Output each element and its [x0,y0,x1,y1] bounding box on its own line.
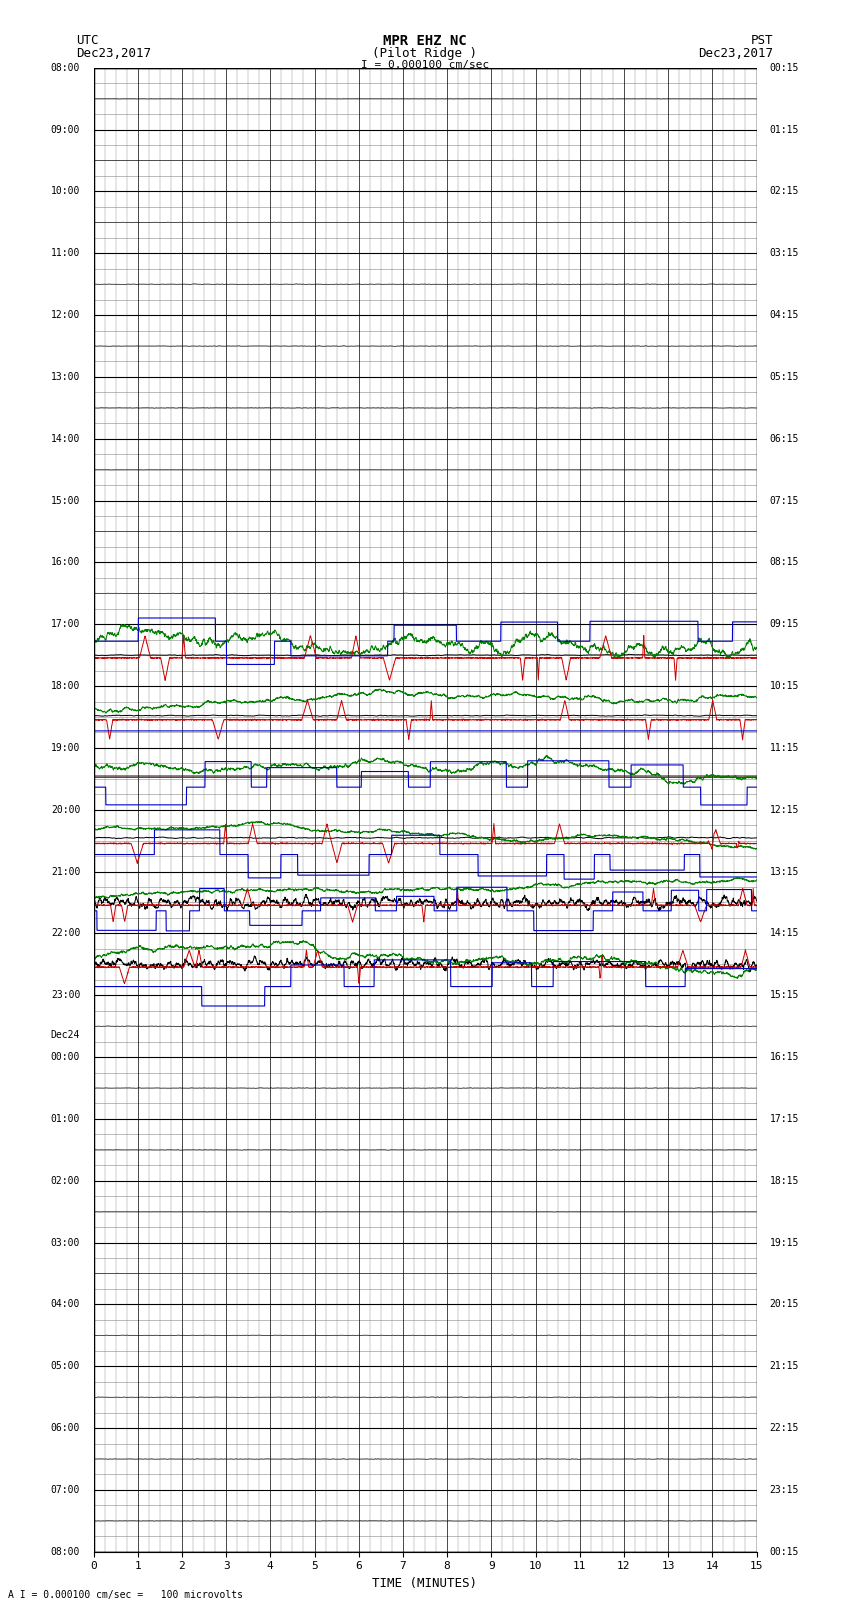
Text: MPR EHZ NC: MPR EHZ NC [383,34,467,48]
Text: 21:15: 21:15 [770,1361,799,1371]
Text: 12:15: 12:15 [770,805,799,815]
Text: 08:00: 08:00 [51,63,80,73]
Text: 22:15: 22:15 [770,1423,799,1432]
Text: 04:00: 04:00 [51,1300,80,1310]
Text: 08:00: 08:00 [51,1547,80,1557]
Text: 10:15: 10:15 [770,681,799,690]
Text: 16:00: 16:00 [51,558,80,568]
Text: A I = 0.000100 cm/sec =   100 microvolts: A I = 0.000100 cm/sec = 100 microvolts [8,1590,243,1600]
Text: 07:00: 07:00 [51,1486,80,1495]
Text: I = 0.000100 cm/sec: I = 0.000100 cm/sec [361,60,489,69]
Text: 15:15: 15:15 [770,990,799,1000]
Text: 21:00: 21:00 [51,866,80,876]
Text: 00:15: 00:15 [770,1547,799,1557]
Text: 13:00: 13:00 [51,373,80,382]
Text: 01:00: 01:00 [51,1115,80,1124]
Text: 15:00: 15:00 [51,495,80,505]
Text: 23:15: 23:15 [770,1486,799,1495]
Text: 16:15: 16:15 [770,1052,799,1061]
Text: 01:15: 01:15 [770,124,799,134]
Text: 08:15: 08:15 [770,558,799,568]
Text: Dec23,2017: Dec23,2017 [699,47,774,60]
Text: 18:15: 18:15 [770,1176,799,1186]
Text: 02:15: 02:15 [770,187,799,197]
Text: 04:15: 04:15 [770,310,799,319]
Text: (Pilot Ridge ): (Pilot Ridge ) [372,47,478,60]
Text: 17:00: 17:00 [51,619,80,629]
Text: 11:15: 11:15 [770,744,799,753]
Text: 10:00: 10:00 [51,187,80,197]
Text: 07:15: 07:15 [770,495,799,505]
Text: 23:00: 23:00 [51,990,80,1000]
Text: 06:15: 06:15 [770,434,799,444]
X-axis label: TIME (MINUTES): TIME (MINUTES) [372,1578,478,1590]
Text: 14:00: 14:00 [51,434,80,444]
Text: 19:15: 19:15 [770,1237,799,1247]
Text: 00:15: 00:15 [770,63,799,73]
Text: 00:00: 00:00 [51,1052,80,1061]
Text: Dec24: Dec24 [51,1031,80,1040]
Text: 18:00: 18:00 [51,681,80,690]
Text: 22:00: 22:00 [51,929,80,939]
Text: 02:00: 02:00 [51,1176,80,1186]
Text: 12:00: 12:00 [51,310,80,319]
Text: 19:00: 19:00 [51,744,80,753]
Text: 09:15: 09:15 [770,619,799,629]
Text: 06:00: 06:00 [51,1423,80,1432]
Text: 20:00: 20:00 [51,805,80,815]
Text: 09:00: 09:00 [51,124,80,134]
Text: 05:15: 05:15 [770,373,799,382]
Text: 14:15: 14:15 [770,929,799,939]
Text: 05:00: 05:00 [51,1361,80,1371]
Text: Dec23,2017: Dec23,2017 [76,47,151,60]
Text: 03:15: 03:15 [770,248,799,258]
Text: 03:00: 03:00 [51,1237,80,1247]
Text: 20:15: 20:15 [770,1300,799,1310]
Text: 13:15: 13:15 [770,866,799,876]
Text: PST: PST [751,34,774,47]
Text: 11:00: 11:00 [51,248,80,258]
Text: 17:15: 17:15 [770,1115,799,1124]
Text: UTC: UTC [76,34,99,47]
